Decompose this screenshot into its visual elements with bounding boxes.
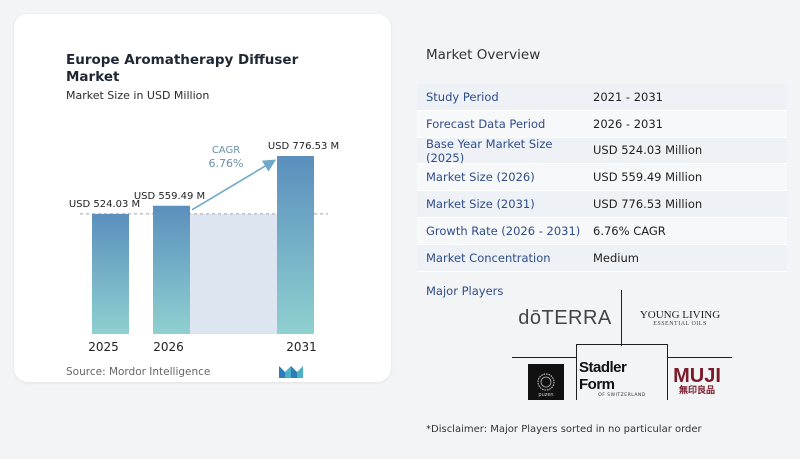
overview-row: Market Size (2031) USD 776.53 Million <box>417 191 787 218</box>
overview-row-value: USD 559.49 Million <box>593 170 703 185</box>
chart-subtitle: Market Size in USD Million <box>66 89 210 102</box>
overview-row-label: Forecast Data Period <box>426 116 546 131</box>
muji-logo-text: MUJI <box>673 364 721 387</box>
doterra-logo-text: dōTERRA <box>518 306 612 329</box>
doterra-logo: dōTERRA <box>515 303 615 333</box>
overview-title: Market Overview <box>426 47 541 63</box>
overview-row-value: 2026 - 2031 <box>593 116 663 131</box>
mordor-intelligence-logo-icon <box>279 366 303 378</box>
overview-row: Study Period 2021 - 2031 <box>417 84 787 111</box>
x-tick-label: 2031 <box>286 340 317 354</box>
overview-row-label: Study Period <box>426 89 499 104</box>
x-tick-label: 2025 <box>88 340 119 354</box>
overview-row-label: Base Year Market Size (2025) <box>426 136 553 165</box>
bar-value-label: USD 559.49 M <box>134 191 205 202</box>
overview-row: Base Year Market Size (2025) USD 524.03 M… <box>417 136 787 165</box>
bar-value-label: USD 776.53 M <box>268 141 339 152</box>
puzen-ring-icon <box>537 373 555 391</box>
overview-row-label: Market Concentration <box>426 250 551 265</box>
young-living-logo-subtext: ESSENTIAL OILS <box>653 321 707 327</box>
overview-row-label: Market Size (2031) <box>426 197 535 212</box>
logo-divider <box>512 357 576 358</box>
overview-table: Study Period 2021 - 2031 Forecast Data Per… <box>417 84 787 272</box>
stadler-form-logo-subtext: OF SWITZERLAND <box>598 392 646 398</box>
source-note: Source: Mordor Intelligence <box>66 366 211 378</box>
cagr-value: 6.76% <box>209 157 244 170</box>
overview-row: Forecast Data Period 2026 - 2031 <box>417 110 787 138</box>
x-tick-label: 2026 <box>153 340 184 354</box>
bar-value-label: USD 524.03 M <box>69 199 140 210</box>
chart-title: Europe Aromatherapy Diffuser Market <box>66 52 299 85</box>
bar-2025 <box>92 213 129 334</box>
overview-row-value: USD 776.53 Million <box>593 197 703 212</box>
overview-row: Market Concentration Medium <box>417 244 787 272</box>
overview-row-value: 2021 - 2031 <box>593 89 663 104</box>
overview-row-label: Market Size (2026) <box>426 170 535 185</box>
young-living-logo-text: YOUNG LIVING <box>639 309 721 321</box>
logo-divider <box>668 357 732 358</box>
stadler-form-logo: Stadler Form OF SWITZERLAND <box>579 358 665 398</box>
logo-divider <box>667 344 668 400</box>
stadler-form-logo-text: Stadler Form <box>579 358 627 393</box>
puzen-logo: puzen <box>528 364 564 400</box>
cagr-arrow <box>191 159 277 211</box>
growth-shade <box>190 213 277 334</box>
overview-row-value: USD 524.03 Million <box>593 143 703 158</box>
major-players-title: Major Players <box>426 284 504 298</box>
overview-row-label: Growth Rate (2026 - 2031) <box>426 223 581 238</box>
overview-row-value: 6.76% CAGR <box>593 223 666 238</box>
overview-row: Market Size (2026) USD 559.49 Million <box>417 164 787 192</box>
cagr-label: CAGR <box>212 145 240 156</box>
logo-divider <box>576 344 668 345</box>
muji-logo: MUJI 無印良品 <box>670 362 724 400</box>
bar-2026 <box>153 205 190 334</box>
logo-divider <box>576 344 577 400</box>
overview-row-value: Medium <box>593 250 639 265</box>
bar-chart: USD 524.03 M 2025 USD 559.49 M 2026 USD 776.… <box>69 141 339 354</box>
overview-row: Growth Rate (2026 - 2031) 6.76% CAGR <box>417 217 787 245</box>
young-living-logo: YOUNG LIVING ESSENTIAL OILS <box>630 300 730 336</box>
bar-2031 <box>277 156 314 334</box>
muji-logo-subtext: 無印良品 <box>678 385 715 396</box>
logo-divider <box>621 290 622 346</box>
puzen-logo-text: puzen <box>538 392 554 398</box>
disclaimer: *Disclaimer: Major Players sorted in no … <box>426 424 702 435</box>
